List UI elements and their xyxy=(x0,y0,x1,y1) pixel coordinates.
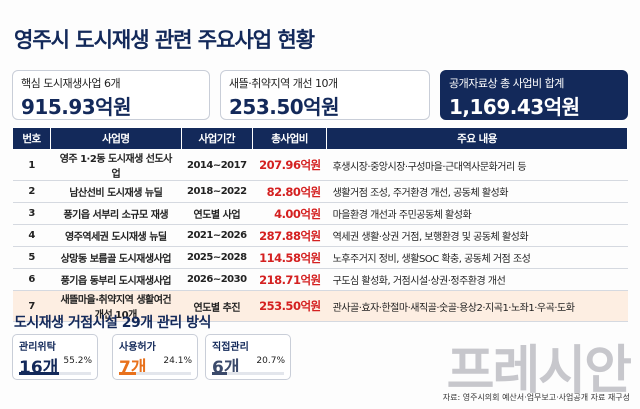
table-cell: 4.00억원 xyxy=(252,202,327,225)
column-header: 사업기간 xyxy=(180,127,254,150)
bar-track xyxy=(19,372,91,375)
column-header: 사업명 xyxy=(50,127,182,150)
summary-box: 새뜰·취약지역 개선 10개 253.50억원 xyxy=(220,70,430,120)
facility-share: 55.2% xyxy=(63,356,92,366)
table-cell: 새뜰마을·취약지역 생활여건 개선 10개 xyxy=(50,290,181,322)
summary-label: 핵심 도시재생사업 6개 xyxy=(21,77,121,90)
table-cell: 2021~2026 xyxy=(181,224,253,247)
bar-track xyxy=(212,372,284,375)
facility-label: 사용허가 xyxy=(119,342,156,353)
table-cell: 253.50억원 xyxy=(252,290,327,322)
facility-label: 관리위탁 xyxy=(19,342,56,353)
table-row: 4 영주역세권 도시재생 뉴딜 2021~2026 287.88억원 역세권 생활·상권… xyxy=(12,224,628,247)
table-cell: 마을환경 개선과 주민공동체 활성화 xyxy=(326,202,628,225)
table-cell: 후생시장·중앙시장·구성마을·근대역사문화거리 등 xyxy=(326,149,628,181)
summary-label: 공개자료상 총 사업비 합계 xyxy=(449,77,564,90)
table-cell: 5 xyxy=(12,246,51,269)
table-cell: 관사골·효자·한절마·새직골·숫골·용상2·지곡1·노좌1·우곡·도화 xyxy=(326,290,628,322)
table-cell: 남산선비 도시재생 뉴딜 xyxy=(50,180,181,203)
source: 자료: 영주시의회 예산서·업무보고·사업공개 자료 재구성 xyxy=(442,393,630,402)
facility-share: 24.1% xyxy=(163,356,192,366)
facility-box: 사용허가 7개 24.1% xyxy=(112,334,198,380)
table-cell: 3 xyxy=(12,202,51,225)
column-header: 주요 내용 xyxy=(326,127,628,150)
table-cell: 2026~2030 xyxy=(181,268,253,291)
share-bar xyxy=(119,372,137,375)
summary-value: 915.93억원 xyxy=(21,95,131,119)
table-cell: 218.71억원 xyxy=(252,268,327,291)
table-cell: 상망동 보름골 도시재생사업 xyxy=(50,246,181,269)
table-cell: 연도별 사업 xyxy=(181,202,253,225)
bar-track xyxy=(119,372,191,375)
table-row: 3 풍기읍 서부리 소규모 재생 연도별 사업 4.00억원 마을환경 개선과 주민공동… xyxy=(12,202,628,225)
share-bar xyxy=(212,372,227,375)
table-cell: 생활거점 조성, 주거환경 개선, 공동체 활성화 xyxy=(326,180,628,203)
table-cell: 4 xyxy=(12,224,51,247)
facility-box: 관리위탁 16개 55.2% xyxy=(12,334,98,380)
column-header: 번호 xyxy=(11,127,52,150)
table-cell: 2025~2028 xyxy=(181,246,253,269)
title: 영주시 도시재생 관련 주요사업 현황 xyxy=(14,28,315,52)
table-cell: 287.88억원 xyxy=(252,224,327,247)
share-bar xyxy=(19,372,59,375)
table-cell: 풍기읍 동부리 도시재생사업 xyxy=(50,268,181,291)
table-cell: 207.96억원 xyxy=(252,149,327,181)
table-row: 7 새뜰마을·취약지역 생활여건 개선 10개 연도별 추진 253.50억원 관사골·… xyxy=(12,290,628,322)
table-cell: 82.80억원 xyxy=(252,180,327,203)
summary-value: 253.50억원 xyxy=(229,95,339,119)
table-cell: 노후주거지 정비, 생활SOC 확충, 공동체 거점 조성 xyxy=(326,246,628,269)
table-row: 6 풍기읍 동부리 도시재생사업 2026~2030 218.71억원 구도심 활성화,… xyxy=(12,268,628,291)
table-row: 5 상망동 보름골 도시재생사업 2025~2028 114.58억원 노후주거지 정비… xyxy=(12,246,628,269)
facility-box: 직접관리 6개 20.7% xyxy=(205,334,291,380)
table-cell: 영주역세권 도시재생 뉴딜 xyxy=(50,224,181,247)
watermark: 프레시안 xyxy=(446,341,632,401)
facility-share: 20.7% xyxy=(256,356,285,366)
table-cell: 1 xyxy=(12,149,51,181)
summary-value: 1,169.43억원 xyxy=(449,95,580,119)
facility-label: 직접관리 xyxy=(212,342,249,353)
table-cell: 7 xyxy=(12,290,51,322)
summary-label: 새뜰·취약지역 개선 10개 xyxy=(229,77,338,90)
table-cell: 6 xyxy=(12,268,51,291)
table-cell: 2 xyxy=(12,180,51,203)
table-cell: 역세권 생활·상권 거점, 보행환경 및 공동체 활성화 xyxy=(326,224,628,247)
table-cell: 2018~2022 xyxy=(181,180,253,203)
table-cell: 114.58억원 xyxy=(252,246,327,269)
table-cell: 연도별 추진 xyxy=(181,290,253,322)
table-cell: 구도심 활성화, 거점시설·상권·정주환경 개선 xyxy=(326,268,628,291)
table-cell: 2014~2017 xyxy=(181,149,253,181)
project-table: 번호 사업명 사업기간 총사업비 주요 내용 1 영주 1·2동 도시재생 선도사업 2014… xyxy=(11,127,628,322)
table-cell: 영주 1·2동 도시재생 선도사업 xyxy=(50,149,181,181)
table-row: 2 남산선비 도시재생 뉴딜 2018~2022 82.80억원 생활거점 조성, 주거… xyxy=(12,180,628,203)
facilities-title: 도시재생 거점시설 29개 관리 방식 xyxy=(14,315,211,331)
summary-box: 핵심 도시재생사업 6개 915.93억원 xyxy=(12,70,210,120)
column-header: 총사업비 xyxy=(252,127,328,150)
summary-box: 공개자료상 총 사업비 합계 1,169.43억원 xyxy=(440,70,628,120)
table-cell: 풍기읍 서부리 소규모 재생 xyxy=(50,202,181,225)
table-row: 1 영주 1·2동 도시재생 선도사업 2014~2017 207.96억원 후생시장·… xyxy=(12,149,628,181)
